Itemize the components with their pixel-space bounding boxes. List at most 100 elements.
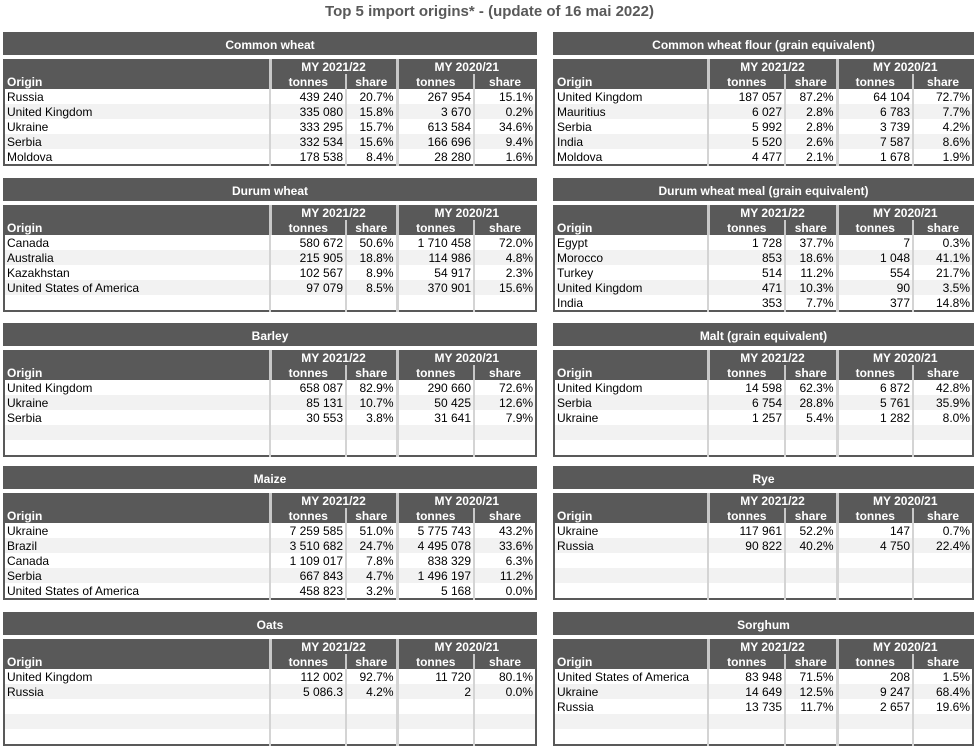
table-row: Morocco 853 18.6% 1 048 41.1% — [554, 250, 974, 265]
origin-cell: Ukraine — [554, 684, 708, 699]
share-2021-22-cell: 37.7% — [784, 235, 837, 250]
share-2020-21-cell: 2.3% — [472, 265, 537, 280]
share-2020-21-cell: 42.8% — [912, 380, 973, 395]
share-2021-22-cell: 28.8% — [784, 395, 837, 410]
tonnes-header: tonnes — [835, 654, 913, 669]
empty-row — [4, 714, 537, 729]
tonnes-2021-22-cell — [707, 553, 785, 568]
period-header-2021-22: MY 2021/22 — [706, 57, 837, 74]
table-row: Ukraine 85 131 10.7% 50 425 12.6% — [4, 395, 537, 410]
table-title: Malt (grain equivalent) — [554, 324, 973, 350]
tonnes-2020-21-cell: 4 750 — [835, 538, 913, 553]
tonnes-2020-21-cell: 90 — [835, 280, 913, 295]
origin-cell: Ukraine — [554, 410, 708, 425]
table-row: Ukraine 7 259 585 51.0% 5 775 743 43.2% — [4, 523, 537, 538]
table-row: Moldova 4 477 2.1% 1 678 1.9% — [554, 149, 974, 165]
share-2021-22-cell — [345, 729, 397, 745]
origin-cell: Ukraine — [4, 523, 270, 538]
origin-cell: Turkey — [554, 265, 708, 280]
share-2020-21-cell: 19.6% — [912, 699, 973, 714]
table-row: Brazil 3 510 682 24.7% 4 495 078 33.6% — [4, 538, 537, 553]
import-table-oats: Oats Origin MY 2021/22 MY 2020/21 tonnes shar… — [3, 612, 538, 746]
tonnes-2020-21-cell: 613 584 — [395, 119, 474, 134]
table-row: United Kingdom 187 057 87.2% 64 104 72.7% — [554, 89, 974, 104]
share-2021-22-cell — [345, 425, 397, 440]
share-2020-21-cell: 7.9% — [472, 410, 537, 425]
period-header-2020-21: MY 2020/21 — [395, 57, 537, 74]
origin-cell: Ukraine — [4, 395, 270, 410]
period-header-row: Origin MY 2021/22 MY 2020/21 — [4, 203, 537, 235]
tonnes-2020-21-cell: 54 917 — [395, 265, 474, 280]
origin-header: Origin — [557, 655, 593, 669]
period-header-2020-21: MY 2020/21 — [835, 203, 974, 220]
tonnes-2021-22-cell: 1 728 — [707, 235, 785, 250]
origin-cell: India — [554, 134, 708, 149]
share-2021-22-cell: 87.2% — [784, 89, 837, 104]
period-header-2020-21: MY 2020/21 — [835, 637, 973, 654]
share-2020-21-cell: 8.6% — [911, 134, 974, 149]
tonnes-2021-22-cell — [269, 714, 346, 729]
unit-header-row: tonnes share tonnes share — [554, 74, 974, 89]
share-2021-22-cell: 40.2% — [784, 538, 837, 553]
share-2021-22-cell: 11.2% — [784, 265, 837, 280]
origin-cell: Ukraine — [4, 119, 270, 134]
share-header: share — [784, 508, 837, 523]
table-row: Russia 90 822 40.2% 4 750 22.4% — [554, 538, 974, 553]
period-header-2021-22: MY 2021/22 — [268, 637, 397, 654]
table-row: Ukraine 14 649 12.5% 9 247 68.4% — [554, 684, 973, 699]
tonnes-2021-22-cell — [269, 425, 346, 440]
origin-cell — [554, 440, 708, 456]
share-2021-22-cell — [784, 729, 837, 745]
tonnes-2021-22-cell — [707, 729, 785, 745]
tonnes-2021-22-cell: 112 002 — [269, 669, 346, 684]
tonnes-2020-21-cell: 2 — [395, 684, 474, 699]
share-2021-22-cell: 15.8% — [345, 104, 397, 119]
table-row: Russia 439 240 20.7% 267 954 15.1% — [4, 89, 537, 104]
tonnes-2020-21-cell: 7 587 — [835, 134, 913, 149]
tonnes-2020-21-cell: 1 048 — [835, 250, 913, 265]
share-2020-21-cell — [912, 729, 973, 745]
share-2021-22-cell: 92.7% — [345, 669, 397, 684]
empty-row — [4, 440, 537, 456]
tonnes-header: tonnes — [706, 654, 785, 669]
share-2020-21-cell — [912, 440, 973, 456]
empty-row — [554, 440, 973, 456]
empty-row — [554, 714, 973, 729]
share-2021-22-cell: 5.4% — [784, 410, 837, 425]
share-2021-22-cell: 18.6% — [784, 250, 837, 265]
empty-row — [554, 553, 974, 568]
period-header-row: Origin MY 2021/22 MY 2020/21 — [554, 57, 974, 89]
origin-cell — [554, 553, 708, 568]
origin-cell: United Kingdom — [554, 280, 708, 295]
tonnes-2021-22-cell: 335 080 — [269, 104, 346, 119]
share-2020-21-cell: 35.9% — [912, 395, 973, 410]
table-title-row: Barley — [4, 324, 537, 350]
origin-cell — [4, 425, 270, 440]
share-header: share — [345, 220, 397, 235]
empty-row — [4, 295, 537, 311]
tonnes-2020-21-cell — [395, 295, 474, 311]
share-2021-22-cell — [784, 553, 837, 568]
table-row: Serbia 5 992 2.8% 3 739 4.2% — [554, 119, 974, 134]
origin-cell: United Kingdom — [554, 380, 708, 395]
origin-cell — [4, 699, 270, 714]
origin-cell — [554, 714, 708, 729]
unit-header-row: tonnes share tonnes share — [554, 220, 974, 235]
tonnes-2021-22-cell: 187 057 — [707, 89, 785, 104]
period-header-2021-22: MY 2021/22 — [268, 491, 397, 508]
share-2021-22-cell — [784, 440, 837, 456]
tonnes-2021-22-cell: 667 843 — [269, 568, 346, 583]
tonnes-2021-22-cell: 458 823 — [269, 583, 346, 599]
tonnes-2020-21-cell: 267 954 — [395, 89, 474, 104]
share-2021-22-cell: 4.2% — [345, 684, 397, 699]
import-table-barley: Barley Origin MY 2021/22 MY 2020/21 tonnes sh… — [3, 323, 538, 457]
tonnes-2021-22-cell — [269, 295, 346, 311]
share-2020-21-cell: 72.0% — [472, 235, 537, 250]
tonnes-2020-21-cell — [395, 425, 474, 440]
tonnes-2021-22-cell: 85 131 — [269, 395, 346, 410]
share-2021-22-cell: 2.8% — [784, 104, 837, 119]
share-2020-21-cell: 11.2% — [472, 568, 537, 583]
share-header: share — [345, 365, 397, 380]
tonnes-2020-21-cell — [835, 729, 913, 745]
unit-header-row: tonnes share tonnes share — [554, 654, 973, 669]
